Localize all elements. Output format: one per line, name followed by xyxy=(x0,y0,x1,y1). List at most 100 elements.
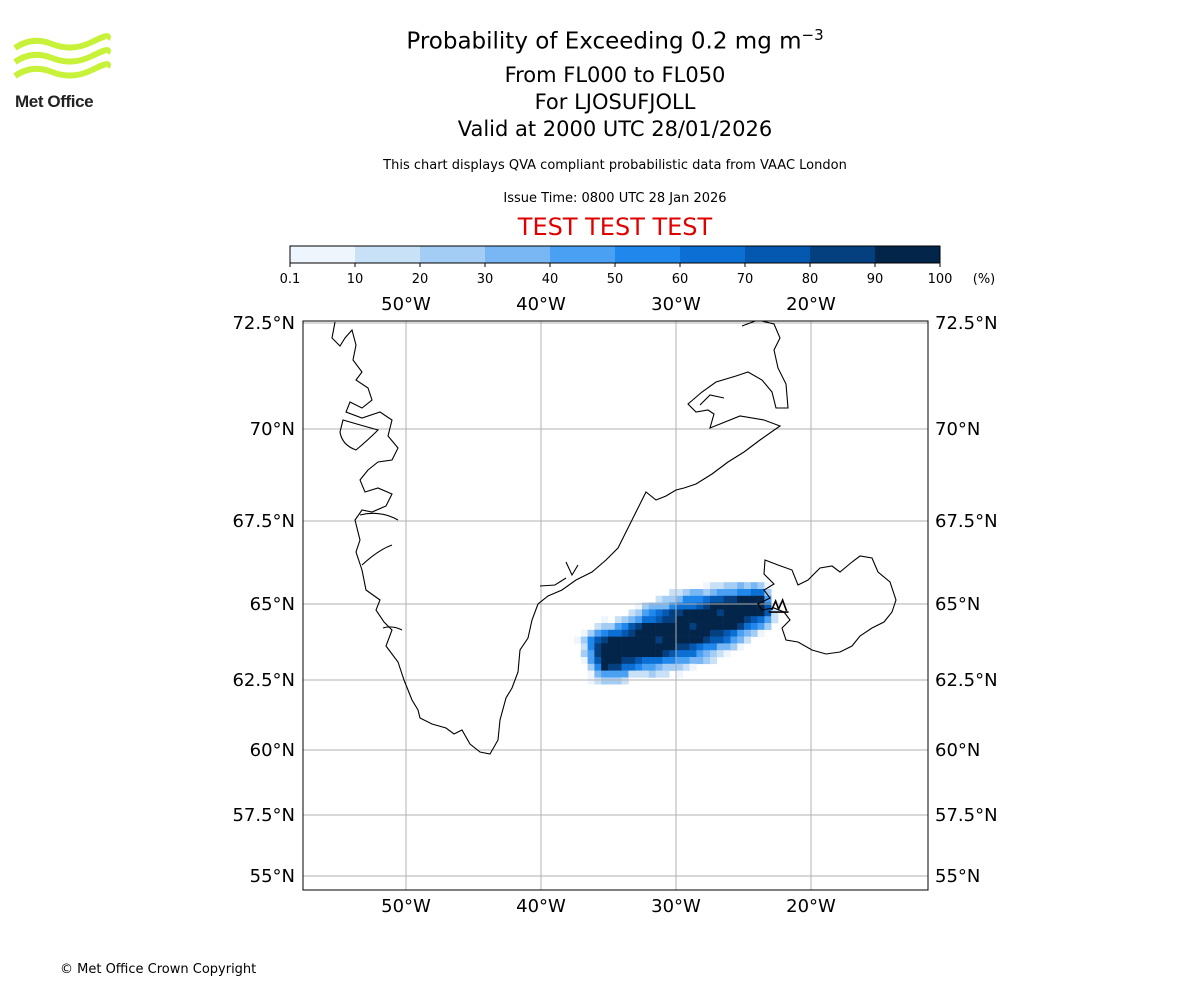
plume-cell xyxy=(682,650,690,658)
plume-cell xyxy=(703,643,711,651)
plume-cell xyxy=(703,636,711,644)
lon-label-bottom: 40°W xyxy=(516,896,566,917)
plume-cell xyxy=(723,595,731,603)
plume-cell xyxy=(628,616,636,624)
plume-cell xyxy=(744,609,752,617)
plume-cell xyxy=(696,629,704,637)
plume-cell xyxy=(771,609,779,617)
plume-cell xyxy=(696,589,704,597)
lon-label-top: 40°W xyxy=(516,294,566,315)
plume-cell xyxy=(635,657,643,665)
plume-cell xyxy=(669,609,677,617)
plume-cell xyxy=(744,602,752,610)
plume-cell xyxy=(689,636,697,644)
plume-cell xyxy=(608,643,616,651)
colorbar-unit-label: (%) xyxy=(973,272,996,287)
plume-cell xyxy=(614,616,622,624)
plume-cell xyxy=(689,623,697,631)
plume-cell xyxy=(757,595,765,603)
plume-cell xyxy=(628,657,636,665)
plume-cell xyxy=(669,663,677,671)
plume-cell xyxy=(737,589,745,597)
plume-cell xyxy=(601,657,609,665)
plume-cell xyxy=(757,609,765,617)
colorbar-box xyxy=(550,246,616,263)
plume-cell xyxy=(676,595,684,603)
plume-cell xyxy=(608,650,616,658)
plume-cell xyxy=(730,602,738,610)
plume-cell xyxy=(587,629,595,637)
plume-cell xyxy=(662,623,670,631)
plume-cell xyxy=(682,623,690,631)
plume-cell xyxy=(682,616,690,624)
volcano-name: For LJOSUFJOLL xyxy=(534,90,696,114)
plume-cell xyxy=(642,650,650,658)
plume-cell xyxy=(716,595,724,603)
plume-cell xyxy=(601,623,609,631)
plume-cell xyxy=(723,582,731,590)
plume-cell xyxy=(648,650,656,658)
plume-cell xyxy=(614,643,622,651)
lat-label-left: 60°N xyxy=(250,740,295,761)
plume-cell xyxy=(737,629,745,637)
greenland-inlet xyxy=(699,394,725,406)
plume-cell xyxy=(648,643,656,651)
plume-cell xyxy=(580,657,588,665)
plume-cell xyxy=(587,663,595,671)
plume-cell xyxy=(642,602,650,610)
plume-cell xyxy=(689,657,697,665)
plume-cell xyxy=(594,629,602,637)
plume-cell xyxy=(669,650,677,658)
plume-cell xyxy=(744,595,752,603)
plume-cell xyxy=(730,609,738,617)
plume-cell xyxy=(716,643,724,651)
plume-cell xyxy=(737,616,745,624)
plume-cell xyxy=(662,636,670,644)
plume-cell xyxy=(594,657,602,665)
plume-cell xyxy=(737,595,745,603)
plume-cell xyxy=(662,670,670,678)
plume-cell xyxy=(676,663,684,671)
plume-cell xyxy=(730,643,738,651)
plume-cell xyxy=(696,623,704,631)
lon-label-bottom: 50°W xyxy=(381,896,431,917)
plume-cell xyxy=(689,609,697,617)
plume-cell xyxy=(723,589,731,597)
lon-label-top: 30°W xyxy=(651,294,701,315)
plume-cell xyxy=(730,616,738,624)
colorbar-box xyxy=(485,246,551,263)
colorbar-tick-label: 60 xyxy=(672,272,689,287)
plume-cell xyxy=(757,589,765,597)
plume-cell xyxy=(648,663,656,671)
colorbar-tick-label: 20 xyxy=(412,272,429,287)
plume-cell xyxy=(696,650,704,658)
plume-cell xyxy=(621,663,629,671)
plume-cell xyxy=(723,643,731,651)
plume-cell xyxy=(710,589,718,597)
plume-cell xyxy=(682,643,690,651)
colorbar-box xyxy=(875,246,941,263)
colorbar-tick-label: 0.1 xyxy=(280,272,301,287)
plume-cell xyxy=(710,657,718,665)
plume-cell xyxy=(689,595,697,603)
plume-cell xyxy=(635,629,643,637)
plume-cell xyxy=(608,670,616,678)
plume-cell xyxy=(744,629,752,637)
test-banner: TEST TEST TEST xyxy=(517,213,713,241)
plume-cell xyxy=(648,609,656,617)
plume-cell xyxy=(608,629,616,637)
plume-cell xyxy=(710,629,718,637)
plume-cell xyxy=(737,636,745,644)
plume-cell xyxy=(614,670,622,678)
plume-cell xyxy=(703,650,711,658)
plume-cell xyxy=(703,609,711,617)
plume-cell xyxy=(682,602,690,610)
greenland-inlet xyxy=(382,626,403,631)
plume-cell xyxy=(601,663,609,671)
plume-cell xyxy=(716,623,724,631)
plume-cell xyxy=(676,629,684,637)
plume-cell xyxy=(655,650,663,658)
logo-wordmark: Met Office xyxy=(15,92,94,111)
plume-cell xyxy=(642,623,650,631)
plume-cell xyxy=(655,670,663,678)
